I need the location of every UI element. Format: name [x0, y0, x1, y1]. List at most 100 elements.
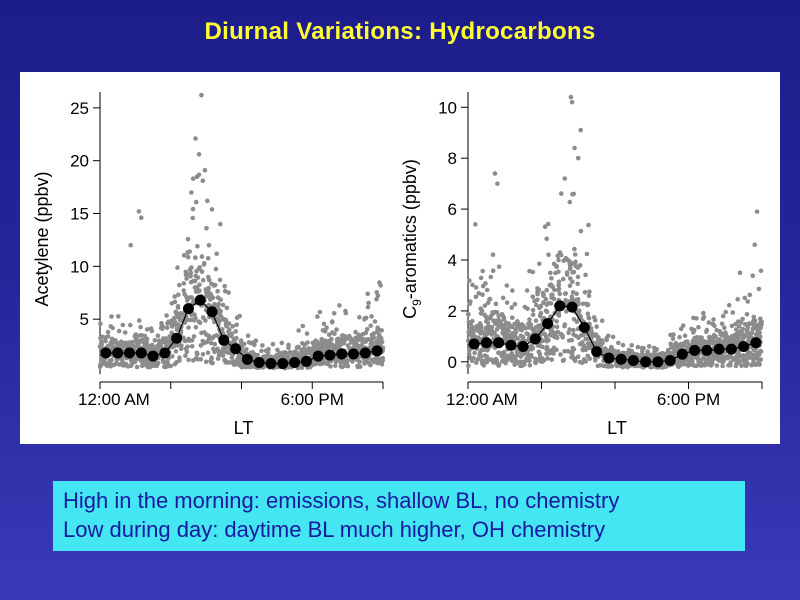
scatter-point	[215, 356, 221, 361]
scatter-point	[164, 341, 170, 347]
scatter-point	[736, 349, 741, 355]
scatter-point	[379, 361, 385, 367]
scatter-point	[226, 321, 232, 326]
scatter-point	[360, 331, 366, 337]
scatter-point	[473, 360, 479, 365]
scatter-point	[236, 362, 241, 368]
scatter-point	[189, 265, 194, 270]
scatter-point	[513, 330, 519, 335]
scatter-point	[556, 282, 561, 288]
mean-marker	[230, 343, 242, 355]
scatter-point	[480, 268, 486, 274]
scatter-point	[205, 256, 211, 261]
mean-marker	[253, 356, 265, 368]
scatter-point	[527, 268, 532, 274]
scatter-point	[668, 341, 673, 347]
scatter-point	[587, 289, 592, 294]
scatter-point	[219, 350, 224, 355]
scatter-point	[477, 353, 482, 358]
scatter-point	[214, 251, 219, 257]
mean-marker	[312, 350, 324, 362]
scatter-point	[573, 259, 578, 265]
scatter-point	[197, 265, 202, 270]
scatter-point	[578, 228, 584, 234]
scatter-point	[510, 288, 515, 293]
scatter-point	[328, 364, 333, 369]
scatter-point	[589, 333, 594, 339]
scatter-point	[599, 318, 605, 323]
scatter-point	[629, 348, 634, 354]
scatter-point	[204, 226, 209, 231]
scatter-point	[310, 347, 315, 353]
scatter-point	[206, 243, 212, 248]
scatter-point	[122, 363, 127, 368]
scatter-point	[181, 281, 187, 286]
scatter-point	[487, 297, 492, 302]
scatter-point	[470, 326, 476, 332]
scatter-point	[490, 252, 496, 257]
scatter-point	[200, 351, 206, 357]
scatter-point	[217, 277, 223, 283]
scatter-point	[275, 347, 280, 353]
y-tick-label: 0	[448, 353, 457, 372]
scatter-point	[678, 326, 684, 332]
scatter-point	[560, 276, 566, 282]
scatter-point	[524, 288, 530, 293]
scatter-point	[237, 313, 242, 319]
scatter-point	[579, 360, 585, 366]
scatter-point	[114, 340, 119, 346]
scatter-point	[177, 355, 182, 361]
scatter-point	[195, 352, 200, 357]
scatter-point	[172, 294, 177, 299]
scatter-point	[697, 337, 703, 342]
scatter-point	[138, 324, 143, 330]
scatter-point	[136, 318, 142, 323]
mean-marker	[135, 347, 147, 359]
scatter-point	[215, 289, 220, 294]
scatter-point	[682, 361, 687, 367]
scatter-point	[485, 315, 490, 321]
scatter-point	[492, 318, 498, 324]
scatter-point	[484, 287, 490, 293]
scatter-point	[582, 290, 588, 295]
scatter-point	[144, 327, 150, 332]
scatter-point	[188, 274, 193, 279]
scatter-point	[549, 357, 554, 362]
scatter-point	[581, 343, 587, 349]
scatter-point	[194, 174, 200, 180]
scatter-point	[245, 333, 251, 339]
scatter-point	[594, 324, 599, 329]
scatter-point	[752, 325, 757, 331]
scatter-point	[328, 341, 333, 346]
y-tick-label: 6	[448, 200, 457, 219]
scatter-point	[534, 302, 539, 308]
mean-marker	[505, 339, 517, 351]
scatter-point	[109, 336, 115, 342]
scatter-point	[755, 353, 760, 359]
scatter-point	[610, 334, 616, 340]
scatter-point	[216, 301, 221, 307]
scatter-point	[166, 363, 172, 369]
scatter-point	[173, 349, 179, 354]
scatter-point	[467, 278, 472, 283]
scatter-point	[745, 299, 750, 304]
mean-marker	[517, 341, 529, 353]
scatter-point	[467, 301, 473, 306]
mean-marker	[241, 353, 253, 365]
scatter-point	[751, 352, 756, 358]
scatter-point	[296, 328, 301, 333]
scatter-point	[502, 335, 508, 340]
scatter-point	[184, 276, 189, 281]
scatter-point	[374, 296, 379, 302]
scatter-point	[541, 292, 546, 297]
scatter-point	[178, 346, 184, 352]
scatter-point	[138, 338, 144, 344]
scatter-point	[343, 308, 348, 314]
scatter-point	[202, 261, 207, 266]
scatter-point	[484, 354, 490, 359]
scatter-point	[745, 350, 751, 355]
scatter-point	[522, 351, 527, 356]
scatter-point	[756, 329, 761, 334]
scatter-point	[300, 323, 306, 329]
scatter-point	[296, 344, 302, 350]
